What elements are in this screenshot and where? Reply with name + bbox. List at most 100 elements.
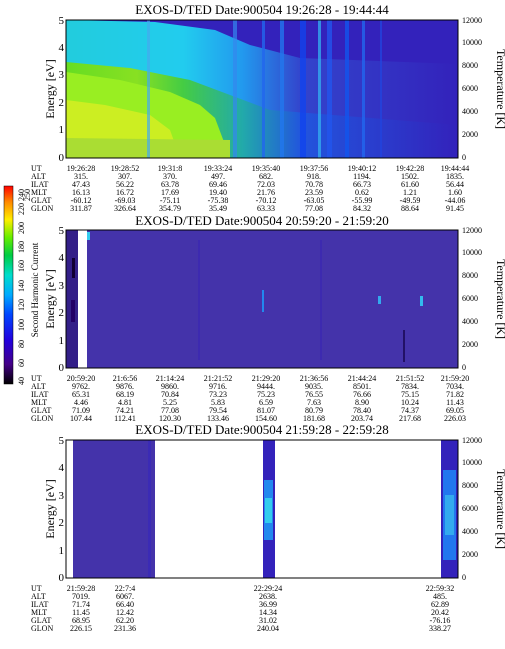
p2-stripe <box>320 240 322 360</box>
cell: 71.82 <box>446 390 464 399</box>
cell: 217.68 <box>399 414 421 423</box>
cell: 75.15 <box>401 390 419 399</box>
cell: 84.32 <box>353 204 371 213</box>
p2-y2tick: 10000 <box>462 248 482 257</box>
row-label: GLAT <box>31 406 52 415</box>
cell: 1194. <box>353 172 371 181</box>
cell: 19:26:28 <box>67 164 95 173</box>
panel-2: EXOS-D/TED Date:900504 20:59:20 - 21:59:… <box>31 213 505 423</box>
p1-y2tick: 4000 <box>462 107 478 116</box>
cell: 203.74 <box>351 414 373 423</box>
row-label: UT <box>31 374 42 383</box>
cell: -44.06 <box>445 196 466 205</box>
row-label: GLAT <box>31 616 52 625</box>
p1-row-labels: UT ALT ILAT MLT GLAT GLON <box>31 164 53 213</box>
p2-ytick: 4 <box>59 252 65 264</box>
panel-2-y2ticks: 0 2000 4000 6000 8000 10000 12000 <box>462 226 482 372</box>
cell: 485. <box>433 592 447 601</box>
p1-stripe <box>362 20 365 158</box>
cell: -75.11 <box>160 196 180 205</box>
row-label: GLON <box>31 624 53 633</box>
panel-2-heatmap <box>66 230 458 368</box>
p1-stripe <box>233 20 237 158</box>
cell: -49.59 <box>400 196 421 205</box>
p1-stripe <box>300 20 306 158</box>
cell: -55.99 <box>352 196 373 205</box>
cell: 16.72 <box>116 188 134 197</box>
p1-stripe <box>327 20 332 158</box>
cell: 240.04 <box>257 624 279 633</box>
cell: 181.68 <box>303 414 325 423</box>
p1-stripe <box>262 20 265 158</box>
cell: 226.15 <box>70 624 92 633</box>
p1-y2tick: 0 <box>462 153 466 162</box>
panel-3-y2label: Temperature [K] <box>494 469 505 549</box>
cell: 62.89 <box>431 600 449 609</box>
cell: 71.09 <box>72 406 90 415</box>
cell: 19:31:8 <box>158 164 182 173</box>
cell: 91.45 <box>446 204 464 213</box>
p3-ytick: 3 <box>59 490 65 502</box>
cell: 9876. <box>116 382 134 391</box>
cell: 2638. <box>259 592 277 601</box>
cell: 35.49 <box>209 204 227 213</box>
cell: 19:44:44 <box>441 164 469 173</box>
p2-y2tick: 8000 <box>462 271 478 280</box>
p2-col: 21:6:56 9876. 68.19 4.81 74.21 112.41 <box>113 374 137 423</box>
p3-col: 21:59:28 7019. 71.74 11.45 68.95 226.15 <box>67 584 95 633</box>
cell: 65.31 <box>72 390 90 399</box>
row-label: ILAT <box>31 390 48 399</box>
p1-stripe <box>380 20 382 158</box>
p1-y2tick: 10000 <box>462 38 482 47</box>
cell: 68.95 <box>72 616 90 625</box>
p1-y2tick: 8000 <box>462 61 478 70</box>
cell: 19:37:56 <box>300 164 328 173</box>
cell: 77.08 <box>305 204 323 213</box>
cell: 19:35:40 <box>252 164 280 173</box>
cell: 71.74 <box>72 600 90 609</box>
cell: 21:36:56 <box>300 374 328 383</box>
cell: 315. <box>74 172 88 181</box>
p1-y2tick: 2000 <box>462 130 478 139</box>
cell: 154.60 <box>255 414 277 423</box>
cell: 16.13 <box>72 188 90 197</box>
cell: 133.46 <box>207 414 229 423</box>
cell: 68.19 <box>116 390 134 399</box>
panel-2-title: EXOS-D/TED Date:900504 20:59:20 - 21:59:… <box>135 213 388 228</box>
colorbar: Second Harmonic Current 40 60 80 100 120… <box>3 185 40 385</box>
p2-y2tick: 6000 <box>462 294 478 303</box>
p3-col: 22:29:24 2638. 36.99 14.34 31.02 240.04 <box>254 584 282 633</box>
cell: 8.90 <box>355 398 369 407</box>
cb-tick: 250 <box>23 189 32 201</box>
panel-3-table: UT ALT ILAT MLT GLAT GLON 21:59:28 7019.… <box>31 584 454 633</box>
cell: 66.73 <box>353 180 371 189</box>
p2-stripe <box>378 296 381 304</box>
p2-ytick: 1 <box>59 335 65 347</box>
panel-3-heatmap <box>66 440 458 578</box>
cell: 76.66 <box>353 390 371 399</box>
cell: 9716. <box>209 382 227 391</box>
p2-col: 20:59:20 9762. 65.31 4.46 71.09 107.44 <box>67 374 95 423</box>
cell: 23.59 <box>305 188 323 197</box>
cell: 88.64 <box>401 204 419 213</box>
cb-tick: 40 <box>17 377 26 385</box>
panel-1-frame <box>65 19 459 159</box>
panel-3-yticks: 0 1 2 3 4 5 <box>59 435 65 584</box>
cell: 17.69 <box>161 188 179 197</box>
p2-y2tick: 12000 <box>462 226 482 235</box>
cell: 61.60 <box>401 180 419 189</box>
row-label: UT <box>31 584 42 593</box>
cell: 22:7:4 <box>115 584 135 593</box>
p2-stripe <box>403 330 405 362</box>
cb-tick: 120 <box>17 299 26 311</box>
p2-col: 21:29:20 9444. 75.23 6.59 81.07 154.60 <box>252 374 280 423</box>
p2-ytick: 3 <box>59 280 65 292</box>
p2-y2tick: 2000 <box>462 340 478 349</box>
row-label: GLON <box>31 414 53 423</box>
p1-col: 19:44:44 1835. 56.44 1.60 -44.06 91.45 <box>441 164 469 213</box>
p3-block-mid-bright <box>265 498 272 523</box>
cb-tick: 160 <box>17 260 26 272</box>
cb-tick: 220 <box>17 203 26 215</box>
cell: 4.46 <box>74 398 88 407</box>
